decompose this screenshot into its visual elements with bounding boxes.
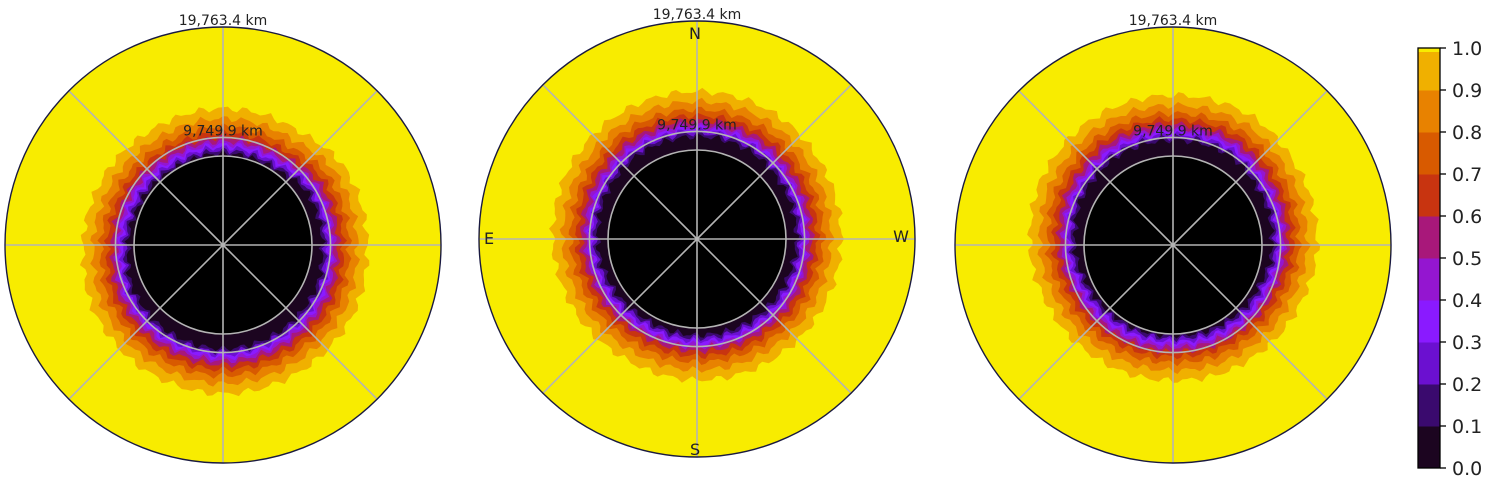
colorbar-segment	[1418, 342, 1440, 385]
polar-panel-3: 19,763.4 km 9,749.9 km	[954, 13, 1392, 464]
panel-frame	[478, 20, 916, 458]
grid-ring-inner	[607, 149, 787, 329]
panel-frame	[4, 26, 442, 464]
grid-ring-outer	[588, 130, 806, 348]
colorbar-segment	[1418, 174, 1440, 217]
colorbar-tick-label: 1.0	[1452, 38, 1482, 60]
colorbar-tick-label: 0.6	[1452, 206, 1482, 228]
grid-spoke	[222, 244, 378, 400]
colorbar-segment	[1418, 258, 1440, 301]
colorbar-segment	[1418, 48, 1440, 91]
colorbar-segment	[1418, 90, 1440, 133]
colorbar-segment	[1418, 132, 1440, 175]
colorbar: 0.0 0.1 0.2 0.3 0.4 0.5 0.6 0.7 0.8 0.9 1.0	[1417, 38, 1482, 480]
radial-label-inner: 9,749.9 km	[657, 117, 737, 133]
polar-panels: 19,763.4 km 9,749.9 km 19,763.4 km 9,749.9 …	[4, 7, 1392, 464]
grid-spoke	[68, 244, 224, 400]
colorbar-segment	[1418, 216, 1440, 259]
colorbar-tick-label: 0.4	[1452, 290, 1482, 312]
colorbar-segment	[1418, 300, 1440, 343]
polar-grid	[5, 27, 441, 463]
grid-ring-inner	[1083, 155, 1263, 335]
grid-spoke	[1018, 90, 1174, 246]
colorbar-tick-label: 0.9	[1452, 80, 1482, 102]
grid-ring-inner	[133, 155, 313, 335]
colorbar-segment-top	[1418, 48, 1440, 52]
colorbar-tick-label: 0.5	[1452, 248, 1482, 270]
grid-spoke	[1172, 244, 1328, 400]
colorbar-tick-label: 0.2	[1452, 374, 1482, 396]
colorbar-segment	[1418, 426, 1440, 469]
polar-panel-2: 19,763.4 km 9,749.9 km N S E W	[478, 7, 916, 459]
grid-spoke	[696, 84, 852, 240]
radial-label-inner: 9,749.9 km	[1133, 123, 1213, 139]
grid-spoke	[696, 238, 852, 394]
grid-spoke	[1172, 90, 1328, 246]
colorbar-segment	[1418, 384, 1440, 427]
colorbar-tick-label: 0.3	[1452, 332, 1482, 354]
grid-spoke	[68, 90, 224, 246]
grid-spoke	[542, 238, 698, 394]
compass-label-north: N	[689, 24, 701, 43]
grid-spoke	[1018, 244, 1174, 400]
compass-label-south: S	[690, 440, 700, 459]
radial-label-outer: 19,763.4 km	[653, 7, 742, 23]
polar-grid	[955, 27, 1391, 463]
polar-panel-1: 19,763.4 km 9,749.9 km	[4, 13, 442, 464]
grid-spoke	[222, 90, 378, 246]
grid-spoke	[542, 84, 698, 240]
colorbar-tick-label: 0.1	[1452, 416, 1482, 438]
grid-ring-outer	[1064, 136, 1282, 354]
grid-ring-outer	[114, 136, 332, 354]
radial-label-inner: 9,749.9 km	[183, 123, 263, 139]
panel-frame	[954, 26, 1392, 464]
polar-grid	[479, 21, 915, 457]
compass-label-east: E	[484, 229, 494, 248]
radial-label-outer: 19,763.4 km	[179, 13, 268, 29]
radial-label-outer: 19,763.4 km	[1129, 13, 1218, 29]
colorbar-tick-label: 0.7	[1452, 164, 1482, 186]
compass-label-west: W	[893, 227, 909, 246]
colorbar-tick-label: 0.8	[1452, 122, 1482, 144]
colorbar-tick-label: 0.0	[1452, 458, 1482, 480]
